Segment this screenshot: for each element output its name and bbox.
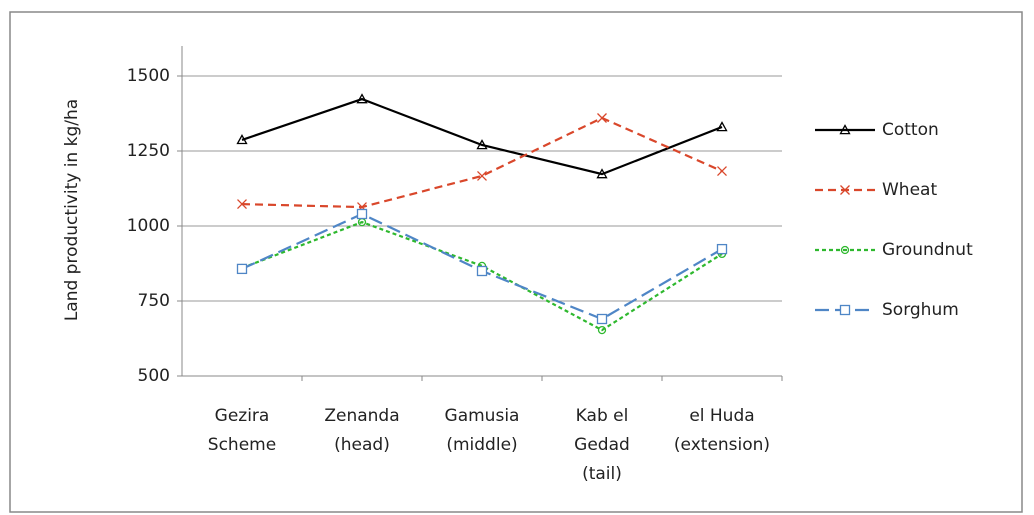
- legend-label: Sorghum: [882, 300, 959, 320]
- x-tick-label: (head): [334, 435, 390, 455]
- y-tick-label: 750: [138, 291, 170, 311]
- data-point: [237, 199, 247, 210]
- legend-marker: [839, 304, 851, 316]
- data-point: [356, 208, 368, 220]
- x-tick-label: (extension): [674, 435, 770, 455]
- data-point: [717, 166, 727, 177]
- series-line: [241, 97, 723, 176]
- y-tick-label: 1250: [127, 141, 170, 161]
- y-axis-label: Land productivity in kg/ha: [62, 99, 82, 321]
- legend-marker: [840, 245, 850, 255]
- x-tick-label: Scheme: [208, 435, 276, 455]
- y-tick-label: 1000: [127, 216, 170, 236]
- data-point: [477, 170, 487, 181]
- x-tick-label: (middle): [446, 435, 517, 455]
- legend-marker: [840, 185, 850, 195]
- legend-marker: [839, 124, 851, 135]
- legend-label: Wheat: [882, 180, 937, 200]
- data-point: [716, 243, 728, 255]
- data-point: [356, 93, 368, 104]
- data-point: [716, 121, 728, 132]
- chart-frame: [9, 11, 1023, 513]
- data-point: [596, 313, 608, 325]
- data-point: [476, 265, 488, 277]
- x-tick-label: Gedad: [574, 435, 630, 455]
- series-line: [241, 220, 723, 332]
- x-tick-label: el Huda: [689, 406, 754, 426]
- data-point: [597, 113, 607, 123]
- data-point: [236, 134, 248, 145]
- data-point: [236, 263, 248, 275]
- y-tick-label: 500: [138, 366, 170, 386]
- legend-label: Groundnut: [882, 240, 973, 260]
- series-line: [241, 116, 723, 209]
- x-tick-label: Gezira: [215, 406, 270, 426]
- y-tick-label: 1500: [127, 66, 170, 86]
- x-tick-label: Kab el: [576, 406, 629, 426]
- x-tick-label: Gamusia: [445, 406, 520, 426]
- data-point: [476, 139, 488, 150]
- legend-label: Cotton: [882, 120, 939, 140]
- data-point: [597, 325, 607, 335]
- data-point: [596, 168, 608, 179]
- x-tick-label: Zenanda: [324, 406, 399, 426]
- x-tick-label: (tail): [582, 464, 622, 484]
